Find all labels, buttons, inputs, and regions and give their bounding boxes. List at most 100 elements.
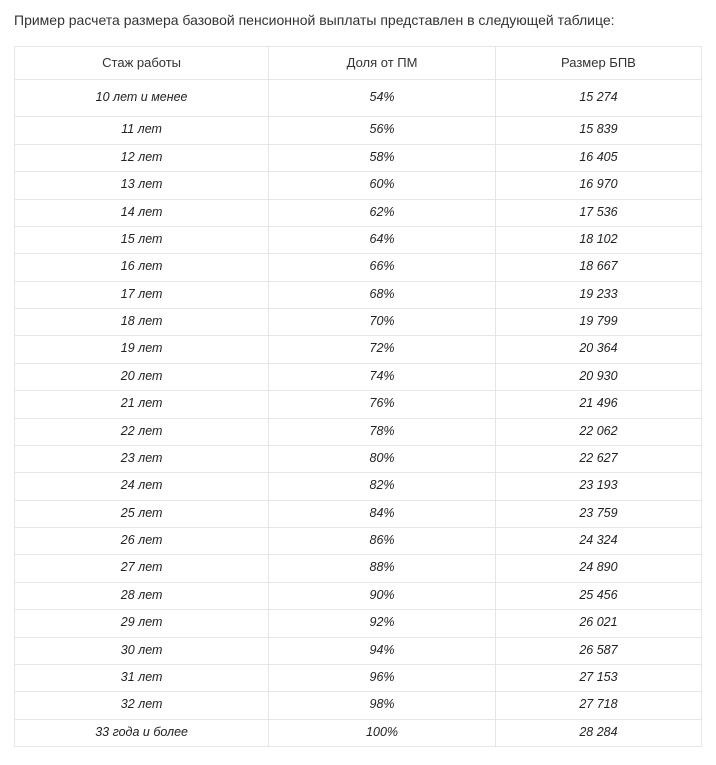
cell-stage: 27 лет bbox=[15, 555, 269, 582]
table-row: 13 лет60%16 970 bbox=[15, 172, 702, 199]
cell-stage: 23 лет bbox=[15, 445, 269, 472]
table-row: 23 лет80%22 627 bbox=[15, 445, 702, 472]
cell-share: 76% bbox=[269, 391, 496, 418]
cell-amount: 22 627 bbox=[495, 445, 701, 472]
cell-amount: 19 799 bbox=[495, 309, 701, 336]
cell-stage: 14 лет bbox=[15, 199, 269, 226]
cell-share: 74% bbox=[269, 363, 496, 390]
cell-stage: 10 лет и менее bbox=[15, 80, 269, 117]
cell-amount: 24 890 bbox=[495, 555, 701, 582]
cell-amount: 16 970 bbox=[495, 172, 701, 199]
cell-stage: 30 лет bbox=[15, 637, 269, 664]
table-row: 31 лет96%27 153 bbox=[15, 664, 702, 691]
table-row: 10 лет и менее54%15 274 bbox=[15, 80, 702, 117]
table-row: 20 лет74%20 930 bbox=[15, 363, 702, 390]
table-row: 12 лет58%16 405 bbox=[15, 144, 702, 171]
cell-amount: 17 536 bbox=[495, 199, 701, 226]
cell-amount: 20 364 bbox=[495, 336, 701, 363]
cell-amount: 26 021 bbox=[495, 610, 701, 637]
cell-stage: 25 лет bbox=[15, 500, 269, 527]
table-row: 28 лет90%25 456 bbox=[15, 582, 702, 609]
cell-stage: 20 лет bbox=[15, 363, 269, 390]
cell-share: 86% bbox=[269, 528, 496, 555]
col-header-amount: Размер БПВ bbox=[495, 47, 701, 80]
table-row: 25 лет84%23 759 bbox=[15, 500, 702, 527]
cell-share: 80% bbox=[269, 445, 496, 472]
cell-stage: 21 лет bbox=[15, 391, 269, 418]
cell-amount: 16 405 bbox=[495, 144, 701, 171]
cell-stage: 13 лет bbox=[15, 172, 269, 199]
cell-amount: 15 839 bbox=[495, 117, 701, 144]
table-row: 14 лет62%17 536 bbox=[15, 199, 702, 226]
pension-table: Стаж работы Доля от ПМ Размер БПВ 10 лет… bbox=[14, 46, 702, 747]
cell-share: 100% bbox=[269, 719, 496, 746]
col-header-stage: Стаж работы bbox=[15, 47, 269, 80]
table-row: 11 лет56%15 839 bbox=[15, 117, 702, 144]
cell-amount: 22 062 bbox=[495, 418, 701, 445]
cell-stage: 28 лет bbox=[15, 582, 269, 609]
cell-amount: 19 233 bbox=[495, 281, 701, 308]
table-row: 24 лет82%23 193 bbox=[15, 473, 702, 500]
cell-amount: 27 718 bbox=[495, 692, 701, 719]
cell-share: 70% bbox=[269, 309, 496, 336]
table-row: 30 лет94%26 587 bbox=[15, 637, 702, 664]
cell-stage: 18 лет bbox=[15, 309, 269, 336]
cell-share: 56% bbox=[269, 117, 496, 144]
table-row: 15 лет64%18 102 bbox=[15, 226, 702, 253]
cell-amount: 24 324 bbox=[495, 528, 701, 555]
cell-stage: 31 лет bbox=[15, 664, 269, 691]
col-header-share: Доля от ПМ bbox=[269, 47, 496, 80]
cell-share: 96% bbox=[269, 664, 496, 691]
page-title: Пример расчета размера базовой пенсионно… bbox=[14, 12, 702, 28]
cell-share: 82% bbox=[269, 473, 496, 500]
table-row: 22 лет78%22 062 bbox=[15, 418, 702, 445]
table-row: 32 лет98%27 718 bbox=[15, 692, 702, 719]
table-row: 33 года и более100%28 284 bbox=[15, 719, 702, 746]
table-body: 10 лет и менее54%15 27411 лет56%15 83912… bbox=[15, 80, 702, 747]
cell-stage: 29 лет bbox=[15, 610, 269, 637]
cell-share: 60% bbox=[269, 172, 496, 199]
cell-share: 94% bbox=[269, 637, 496, 664]
cell-share: 92% bbox=[269, 610, 496, 637]
cell-share: 66% bbox=[269, 254, 496, 281]
cell-stage: 26 лет bbox=[15, 528, 269, 555]
cell-share: 54% bbox=[269, 80, 496, 117]
cell-amount: 18 102 bbox=[495, 226, 701, 253]
cell-share: 64% bbox=[269, 226, 496, 253]
cell-share: 88% bbox=[269, 555, 496, 582]
cell-share: 72% bbox=[269, 336, 496, 363]
cell-amount: 23 759 bbox=[495, 500, 701, 527]
cell-stage: 15 лет bbox=[15, 226, 269, 253]
table-row: 27 лет88%24 890 bbox=[15, 555, 702, 582]
cell-amount: 20 930 bbox=[495, 363, 701, 390]
cell-share: 84% bbox=[269, 500, 496, 527]
table-row: 18 лет70%19 799 bbox=[15, 309, 702, 336]
table-row: 16 лет66%18 667 bbox=[15, 254, 702, 281]
cell-share: 90% bbox=[269, 582, 496, 609]
cell-stage: 24 лет bbox=[15, 473, 269, 500]
cell-stage: 19 лет bbox=[15, 336, 269, 363]
cell-share: 98% bbox=[269, 692, 496, 719]
cell-share: 58% bbox=[269, 144, 496, 171]
cell-share: 78% bbox=[269, 418, 496, 445]
cell-stage: 16 лет bbox=[15, 254, 269, 281]
document-page: Пример расчета размера базовой пенсионно… bbox=[0, 0, 716, 765]
cell-share: 68% bbox=[269, 281, 496, 308]
cell-stage: 12 лет bbox=[15, 144, 269, 171]
cell-stage: 32 лет bbox=[15, 692, 269, 719]
cell-amount: 26 587 bbox=[495, 637, 701, 664]
table-row: 21 лет76%21 496 bbox=[15, 391, 702, 418]
cell-amount: 15 274 bbox=[495, 80, 701, 117]
cell-amount: 18 667 bbox=[495, 254, 701, 281]
cell-stage: 22 лет bbox=[15, 418, 269, 445]
table-row: 19 лет72%20 364 bbox=[15, 336, 702, 363]
table-row: 26 лет86%24 324 bbox=[15, 528, 702, 555]
cell-amount: 28 284 bbox=[495, 719, 701, 746]
cell-amount: 21 496 bbox=[495, 391, 701, 418]
table-row: 29 лет92%26 021 bbox=[15, 610, 702, 637]
cell-amount: 27 153 bbox=[495, 664, 701, 691]
cell-stage: 33 года и более bbox=[15, 719, 269, 746]
table-row: 17 лет68%19 233 bbox=[15, 281, 702, 308]
cell-stage: 11 лет bbox=[15, 117, 269, 144]
table-header-row: Стаж работы Доля от ПМ Размер БПВ bbox=[15, 47, 702, 80]
